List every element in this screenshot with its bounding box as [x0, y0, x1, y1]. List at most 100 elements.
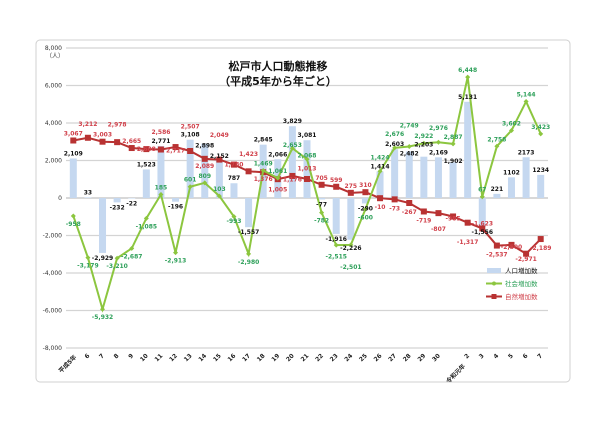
x-tick-label: 11 [153, 352, 164, 363]
x-tick-group: 27 [387, 352, 398, 363]
label-population-change: 221 [491, 186, 504, 193]
label-social-change: 2,653 [283, 142, 302, 149]
marker-social-change [435, 139, 441, 145]
label-natural-change: 599 [330, 177, 343, 184]
label-social-change: 601 [184, 177, 197, 184]
label-natural-change: 2,089 [195, 163, 214, 170]
marker-social-change [202, 180, 208, 186]
label-natural-change: 2,608 [137, 146, 156, 153]
x-tick-group: 21 [300, 352, 311, 363]
y-tick-label: -8,000 [43, 345, 63, 352]
marker-natural-change [128, 145, 135, 152]
label-social-change: 3,602 [502, 120, 521, 127]
x-tick-group: 3 [478, 352, 486, 360]
marker-natural-change [523, 250, 530, 257]
label-population-change: -2,226 [340, 245, 361, 252]
label-population-change: 2,203 [414, 142, 433, 149]
x-tick-group: 15 [212, 352, 223, 363]
label-natural-change: 1,376 [254, 176, 273, 183]
x-tick-label: 12 [168, 352, 179, 363]
marker-natural-change [172, 144, 179, 151]
x-tick-label: 30 [431, 352, 442, 363]
marker-social-change [523, 99, 529, 105]
label-population-change: -22 [126, 200, 137, 207]
x-tick-group: 24 [343, 352, 354, 363]
x-tick-group: 13 [183, 352, 194, 363]
marker-natural-change [230, 161, 237, 168]
bar-population-change [215, 157, 223, 198]
marker-social-change [85, 255, 91, 261]
marker-natural-change [420, 208, 427, 215]
label-social-change: -993 [226, 218, 241, 225]
label-population-change: 1102 [503, 169, 520, 176]
label-population-change: 787 [228, 175, 241, 182]
marker-natural-change [479, 225, 486, 232]
bar-population-change [172, 198, 180, 202]
label-natural-change: -2,189 [530, 245, 551, 252]
label-population-change: -196 [168, 204, 183, 211]
marker-social-change [187, 184, 193, 190]
label-natural-change: -1,623 [472, 220, 493, 227]
label-population-change: -2,929 [92, 255, 113, 262]
label-population-change: -290 [358, 205, 373, 212]
label-population-change: 1234 [532, 167, 549, 174]
bar-population-change [128, 198, 136, 199]
label-social-change: 2,922 [414, 133, 433, 140]
marker-social-change [246, 251, 252, 257]
x-tick-group: 30 [431, 352, 442, 363]
x-tick-group: 4 [492, 352, 500, 360]
legend-entry-label: 社会増加数 [505, 279, 538, 288]
label-natural-change: -985 [446, 215, 461, 222]
bar-population-change [420, 156, 428, 198]
marker-natural-change [99, 138, 106, 145]
label-natural-change: -719 [416, 217, 431, 224]
bar-population-change [391, 149, 399, 198]
x-tick-label: 10 [139, 352, 150, 363]
marker-social-change [173, 250, 179, 256]
x-tick-group: 12 [168, 352, 179, 363]
label-social-change: -2,913 [165, 258, 186, 265]
marker-social-change [406, 143, 412, 149]
x-tick-group: 5 [507, 352, 515, 360]
label-social-change: 1,424 [371, 154, 390, 161]
marker-social-change [333, 242, 339, 248]
bar-population-change [347, 198, 355, 240]
x-tick-label: 24 [343, 352, 354, 363]
x-tick-label: 2 [463, 352, 471, 360]
label-natural-change: -1,317 [457, 239, 478, 246]
marker-social-change [143, 215, 149, 221]
marker-social-change [158, 192, 164, 198]
label-population-change: 3,108 [181, 132, 200, 139]
legend-entry-label: 自然増加数 [505, 292, 538, 301]
bar-population-change [113, 198, 121, 203]
label-natural-change: -2,537 [486, 252, 507, 259]
marker-social-change [421, 140, 427, 146]
bar-population-change [507, 177, 515, 198]
bar-population-change [142, 169, 150, 198]
label-population-change: 2,603 [385, 141, 404, 148]
label-population-change: -77 [316, 201, 327, 208]
x-tick-label: 26 [373, 352, 384, 363]
marker-natural-change [537, 236, 544, 243]
x-tick-label: 25 [358, 352, 369, 363]
x-tick-label: 7 [98, 352, 106, 360]
x-tick-group: 2 [463, 352, 471, 360]
label-population-change: 2,066 [268, 151, 287, 158]
marker-natural-change [508, 241, 515, 248]
x-tick-group: 18 [256, 352, 267, 363]
x-tick-label: 21 [300, 352, 311, 363]
marker-natural-change [201, 155, 208, 162]
label-natural-change: 2,507 [181, 123, 200, 130]
x-tick-group: 11 [153, 352, 164, 363]
bar-population-change [318, 198, 326, 200]
x-tick-label: 3 [478, 352, 486, 360]
label-natural-change: -267 [402, 209, 417, 216]
label-natural-change: 3,003 [93, 132, 112, 139]
label-social-change: -5,932 [92, 314, 113, 321]
label-population-change: 3,081 [298, 132, 317, 139]
label-natural-change: -807 [431, 226, 446, 233]
marker-natural-change [493, 242, 500, 249]
marker-social-change [450, 141, 456, 147]
marker-natural-change [84, 134, 91, 141]
